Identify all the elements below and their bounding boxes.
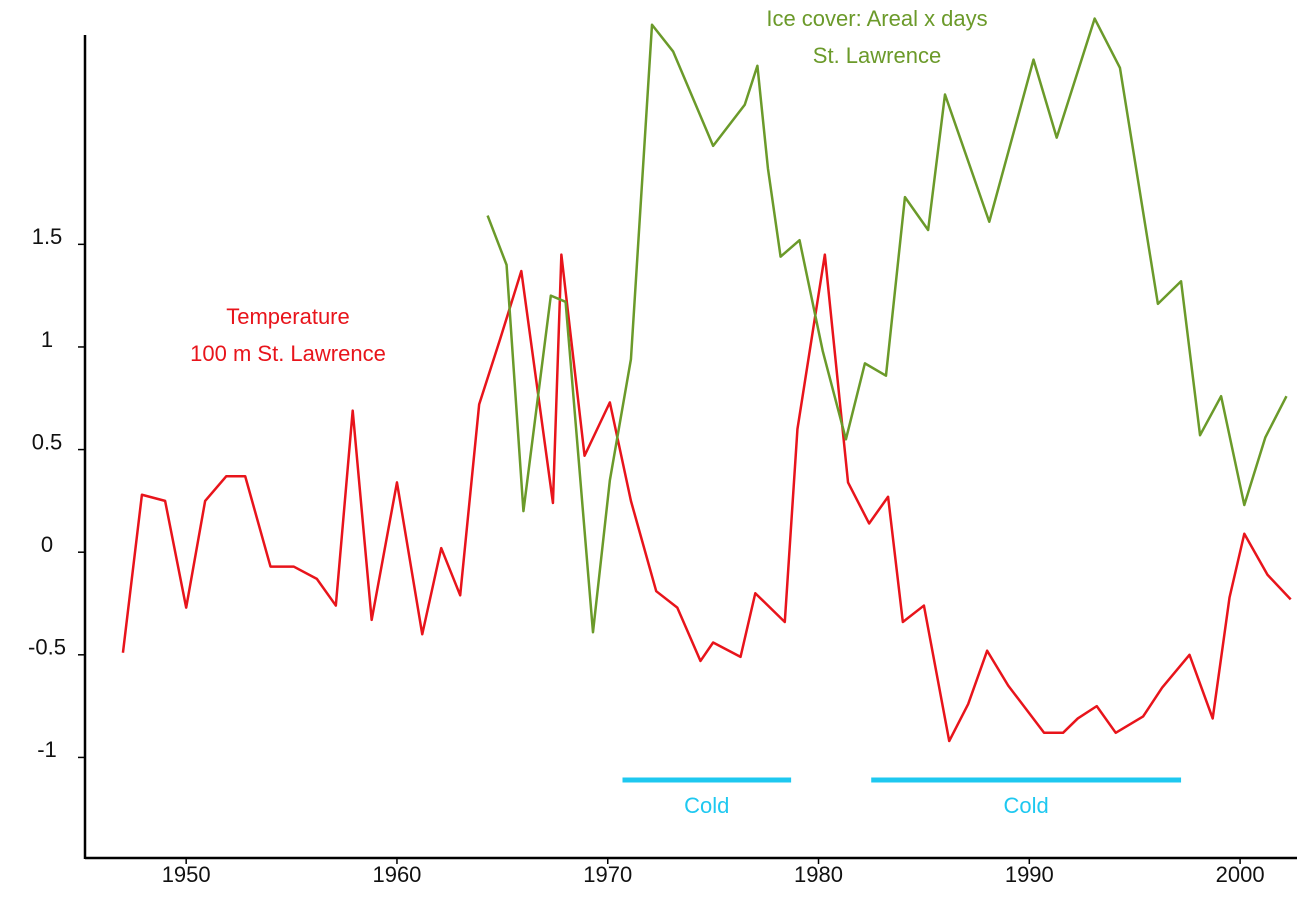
y-tick-label: -1 <box>37 737 57 762</box>
y-tick-label: -0.5 <box>28 635 66 660</box>
x-tick-label: 1970 <box>583 862 632 887</box>
series-label: Ice cover: Areal x days <box>766 6 987 31</box>
y-tick-label: 0.5 <box>32 429 63 454</box>
x-tick-label: 1950 <box>162 862 211 887</box>
y-tick-label: 0 <box>41 532 53 557</box>
series-label: St. Lawrence <box>813 43 941 68</box>
x-tick-label: 1990 <box>1005 862 1054 887</box>
series-line <box>121 253 1292 743</box>
y-tick-label: 1 <box>41 327 53 352</box>
x-tick-label: 1960 <box>372 862 421 887</box>
period-label: Cold <box>684 793 729 818</box>
series-line <box>486 17 1288 634</box>
series-label: 100 m St. Lawrence <box>190 341 386 366</box>
x-tick-label: 1980 <box>794 862 843 887</box>
period-label: Cold <box>1004 793 1049 818</box>
y-tick-label: 1.5 <box>32 224 63 249</box>
series-label: Temperature <box>226 304 350 329</box>
x-tick-label: 2000 <box>1216 862 1265 887</box>
